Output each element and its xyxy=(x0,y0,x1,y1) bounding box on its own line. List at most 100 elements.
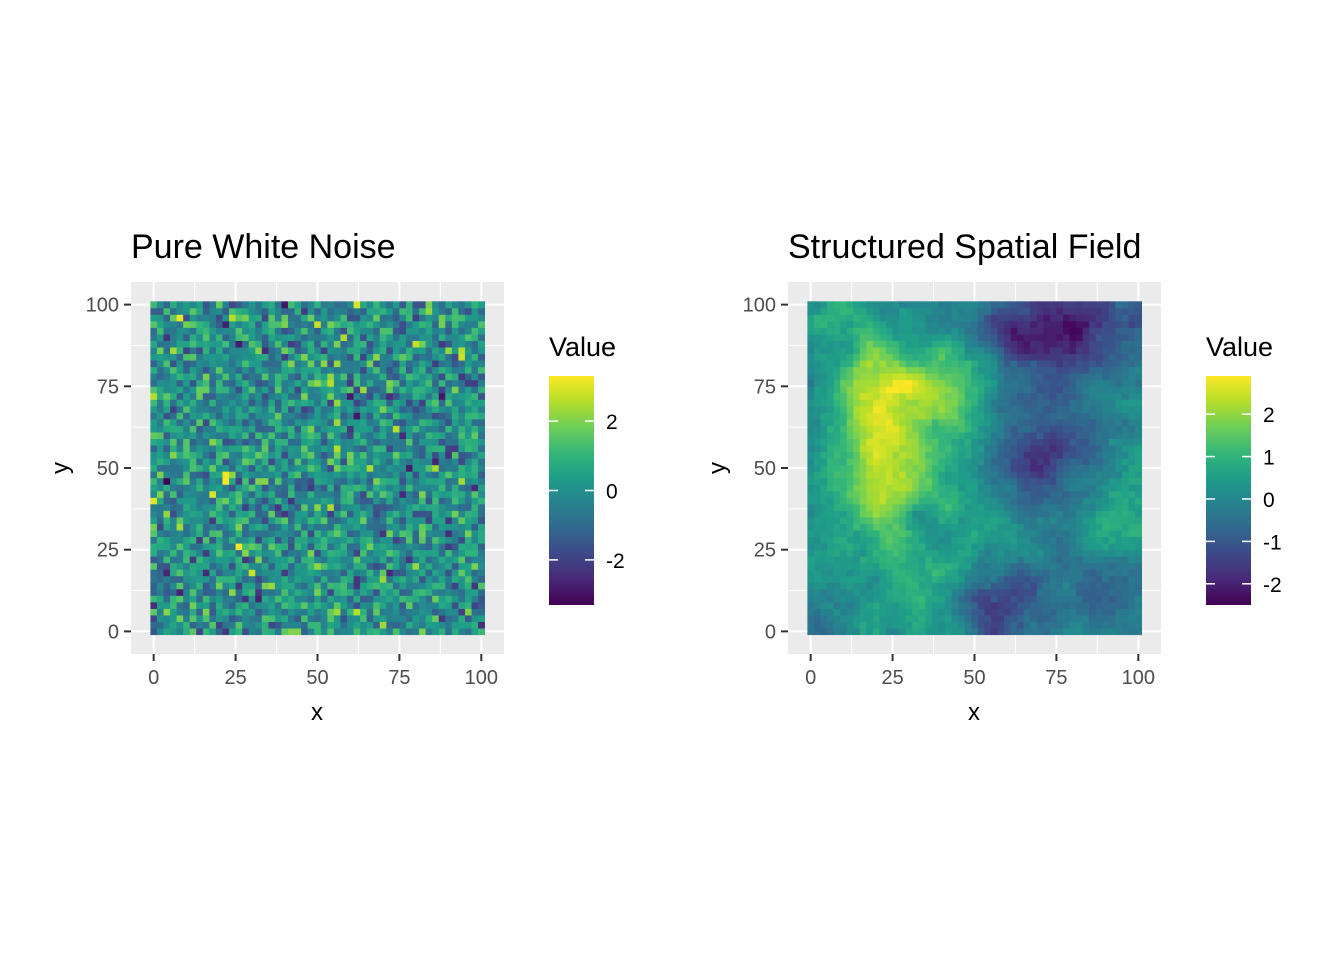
heatmap-cell xyxy=(406,412,413,419)
heatmap-cell xyxy=(157,406,164,413)
heatmap-cell xyxy=(249,465,256,472)
heatmap-cell xyxy=(203,524,210,531)
heatmap-cell xyxy=(1089,504,1096,511)
heatmap-cell xyxy=(275,452,282,459)
heatmap-cell xyxy=(1070,426,1077,433)
heatmap-cell xyxy=(1004,360,1011,367)
heatmap-cell xyxy=(321,550,328,557)
heatmap-cell xyxy=(807,622,814,629)
heatmap-cell xyxy=(242,321,249,328)
heatmap-cell xyxy=(386,595,393,602)
heatmap-cell xyxy=(439,321,446,328)
heatmap-cell xyxy=(281,595,288,602)
heatmap-cell xyxy=(1083,386,1090,393)
heatmap-cell xyxy=(288,386,295,393)
heatmap-cell xyxy=(399,426,406,433)
heatmap-cell xyxy=(268,484,275,491)
heatmap-cell xyxy=(236,543,243,550)
heatmap-cell xyxy=(958,484,965,491)
heatmap-cell xyxy=(229,347,236,354)
heatmap-cell xyxy=(1063,543,1070,550)
heatmap-cell xyxy=(1050,602,1057,609)
heatmap-cell xyxy=(406,497,413,504)
heatmap-cell xyxy=(814,563,821,570)
heatmap-cell xyxy=(853,439,860,446)
heatmap-cell xyxy=(170,550,177,557)
heatmap-cell xyxy=(1030,589,1037,596)
heatmap-cell xyxy=(912,334,919,341)
heatmap-cell xyxy=(347,439,354,446)
x-tick-label: 75 xyxy=(388,667,410,689)
heatmap-cell xyxy=(853,615,860,622)
heatmap-cell xyxy=(249,399,256,406)
heatmap-cell xyxy=(984,426,991,433)
heatmap-cell xyxy=(196,341,203,348)
heatmap-cell xyxy=(196,406,203,413)
heatmap-cell xyxy=(853,622,860,629)
heatmap-cell xyxy=(426,373,433,380)
heatmap-cell xyxy=(242,406,249,413)
heatmap-cell xyxy=(1017,550,1024,557)
heatmap-cell xyxy=(932,550,939,557)
heatmap-cell xyxy=(938,367,945,374)
heatmap-cell xyxy=(807,380,814,387)
heatmap-cell xyxy=(1102,393,1109,400)
heatmap-cell xyxy=(439,582,446,589)
heatmap-cell xyxy=(406,517,413,524)
heatmap-cell xyxy=(222,301,229,308)
heatmap-cell xyxy=(471,412,478,419)
heatmap-cell xyxy=(216,491,223,498)
heatmap-cell xyxy=(1070,354,1077,361)
heatmap-cell xyxy=(393,373,400,380)
heatmap-cell xyxy=(991,582,998,589)
heatmap-cell xyxy=(177,563,184,570)
heatmap-cell xyxy=(426,615,433,622)
heatmap-cell xyxy=(827,510,834,517)
heatmap-cell xyxy=(834,524,841,531)
heatmap-cell xyxy=(1109,367,1116,374)
heatmap-cell xyxy=(1096,484,1103,491)
heatmap-cell xyxy=(879,543,886,550)
heatmap-cell xyxy=(1089,439,1096,446)
heatmap-cell xyxy=(1037,589,1044,596)
heatmap-cell xyxy=(821,471,828,478)
heatmap-cell xyxy=(209,510,216,517)
heatmap-cell xyxy=(360,569,367,576)
heatmap-cell xyxy=(912,622,919,629)
heatmap-cell xyxy=(847,399,854,406)
heatmap-cell xyxy=(164,341,171,348)
heatmap-cell xyxy=(1050,445,1057,452)
heatmap-cell xyxy=(1043,471,1050,478)
heatmap-cell xyxy=(1115,530,1122,537)
heatmap-cell xyxy=(229,445,236,452)
heatmap-cell xyxy=(991,393,998,400)
heatmap-cell xyxy=(879,569,886,576)
heatmap-cell xyxy=(301,452,308,459)
heatmap-cell xyxy=(1056,510,1063,517)
heatmap-cell xyxy=(906,491,913,498)
heatmap-cell xyxy=(380,327,387,334)
heatmap-cell xyxy=(1017,497,1024,504)
heatmap-cell xyxy=(1030,458,1037,465)
heatmap-cell xyxy=(919,628,926,635)
heatmap-cell xyxy=(432,354,439,361)
heatmap-cell xyxy=(314,556,321,563)
heatmap-cell xyxy=(893,471,900,478)
heatmap-cell xyxy=(984,471,991,478)
heatmap-cell xyxy=(236,628,243,635)
heatmap-cell xyxy=(281,524,288,531)
heatmap-cell xyxy=(157,412,164,419)
heatmap-cell xyxy=(164,399,171,406)
heatmap-cell xyxy=(873,367,880,374)
heatmap-cell xyxy=(1037,386,1044,393)
heatmap-cell xyxy=(834,569,841,576)
heatmap-cell xyxy=(1135,445,1142,452)
heatmap-cell xyxy=(821,445,828,452)
heatmap-cell xyxy=(840,458,847,465)
heatmap-cell xyxy=(196,556,203,563)
heatmap-cell xyxy=(1011,582,1018,589)
heatmap-cell xyxy=(196,537,203,544)
heatmap-cell xyxy=(906,471,913,478)
heatmap-cell xyxy=(262,308,269,315)
heatmap-cell xyxy=(912,412,919,419)
